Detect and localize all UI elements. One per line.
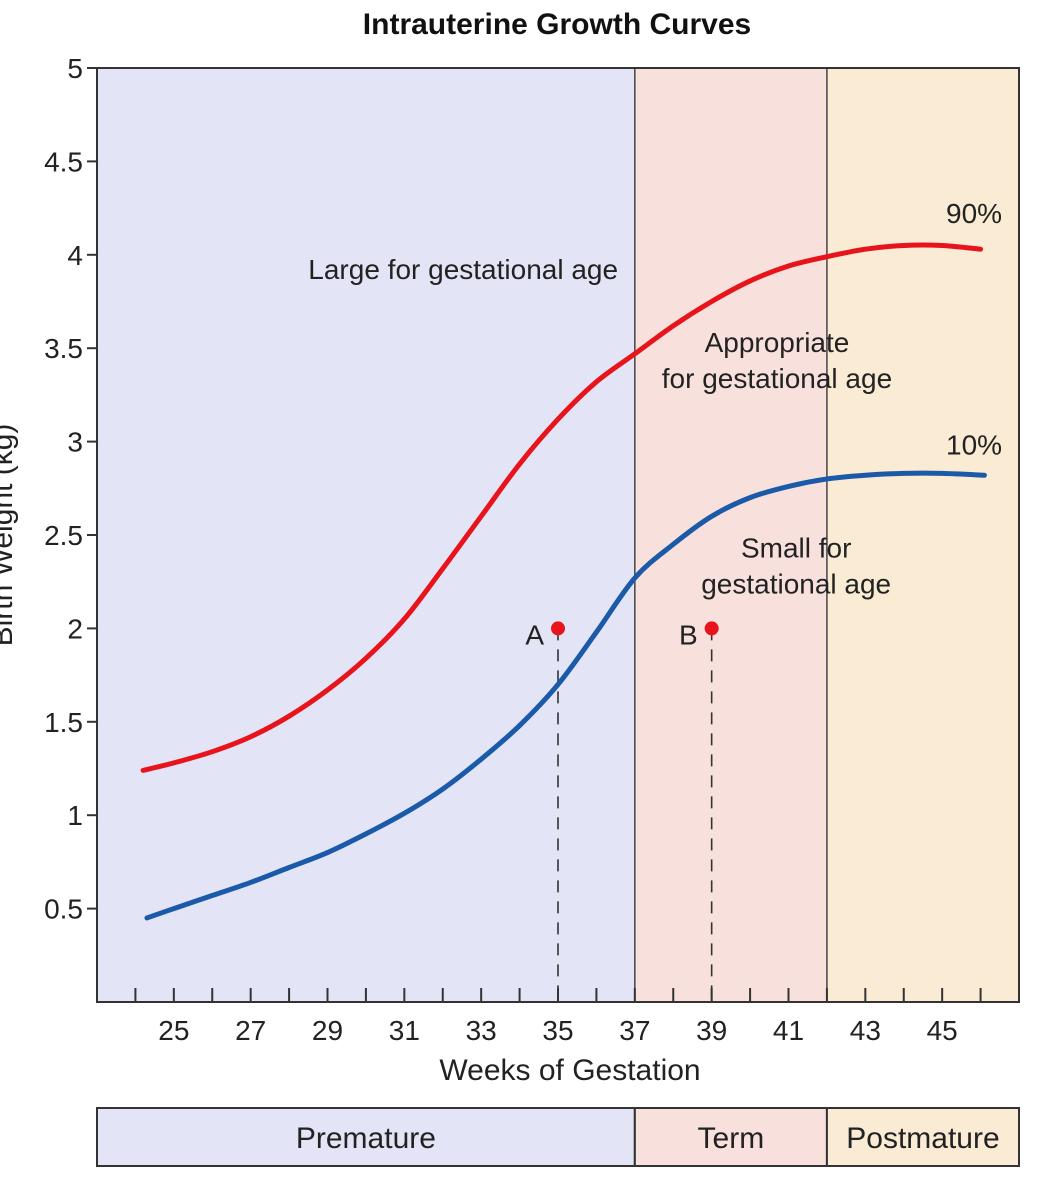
band-label-postmature: Postmature	[846, 1122, 999, 1155]
y-axis: 0.5 1 1.5 2 2.5 3 3.5 4 4.5 5	[44, 53, 97, 925]
y-tick-label: 3	[67, 427, 83, 458]
x-tick-label: 41	[773, 1015, 804, 1046]
x-tick-label: 29	[312, 1015, 343, 1046]
y-tick-label: 4.5	[44, 146, 83, 177]
y-tick-label: 2	[67, 613, 83, 644]
x-axis: 25 27 29 31 33 35 37 39 41 43 45	[134, 988, 982, 1046]
x-tick-label: 35	[542, 1015, 573, 1046]
point-label-b: B	[679, 619, 698, 650]
point-b	[704, 621, 719, 636]
annotation-text: for gestational age	[662, 363, 892, 394]
band-premature	[96, 1107, 636, 1167]
region-postmature	[826, 68, 1019, 1002]
y-tick-label: 5	[67, 53, 83, 84]
chart-title: Intrauterine Growth Curves	[363, 8, 751, 41]
band-label-term: Term	[698, 1122, 765, 1155]
x-tick-label: 27	[235, 1015, 266, 1046]
x-tick-label: 39	[696, 1015, 727, 1046]
region-term	[634, 68, 827, 1002]
y-tick-label: 2.5	[44, 520, 83, 551]
region-premature	[97, 68, 635, 1002]
band-postmature	[825, 1107, 1021, 1167]
annotation-text: Large for gestational age	[308, 254, 618, 285]
x-tick-label: 31	[389, 1015, 420, 1046]
band-label-premature: Premature	[296, 1122, 436, 1155]
x-tick-label: 43	[850, 1015, 881, 1046]
x-axis-label: Weeks of Gestation	[439, 1054, 700, 1087]
y-tick-label: 1.5	[44, 707, 83, 738]
y-tick-label: 1	[67, 800, 83, 831]
gestation-band: Premature Term Postmature	[96, 1107, 1021, 1167]
point-label-a: A	[525, 619, 544, 650]
series-label-p10: 10%	[946, 430, 1002, 461]
annotation-text: gestational age	[701, 568, 891, 599]
growth-curves	[140, 242, 987, 921]
region-backgrounds	[97, 68, 1019, 1002]
x-tick-label: 37	[619, 1015, 650, 1046]
x-tick-label: 45	[927, 1015, 958, 1046]
band-term	[633, 1107, 828, 1167]
series-line-p90	[140, 242, 984, 773]
y-tick-label: 0.5	[44, 894, 83, 925]
point-a	[551, 621, 565, 636]
y-tick-label: 3.5	[44, 333, 83, 364]
y-axis-label: Birth Weight (kg)	[0, 424, 19, 647]
annotation-text: Small for	[741, 532, 851, 563]
series-line-p10	[144, 470, 987, 921]
annotations: 90% 10% Large for gestational age Appropria…	[308, 198, 1002, 599]
x-tick-label: 25	[158, 1015, 189, 1046]
x-tick-label: 33	[466, 1015, 497, 1046]
series-label-p90: 90%	[946, 198, 1002, 229]
annotation-text: Appropriate	[705, 327, 850, 358]
y-tick-label: 4	[67, 240, 83, 271]
